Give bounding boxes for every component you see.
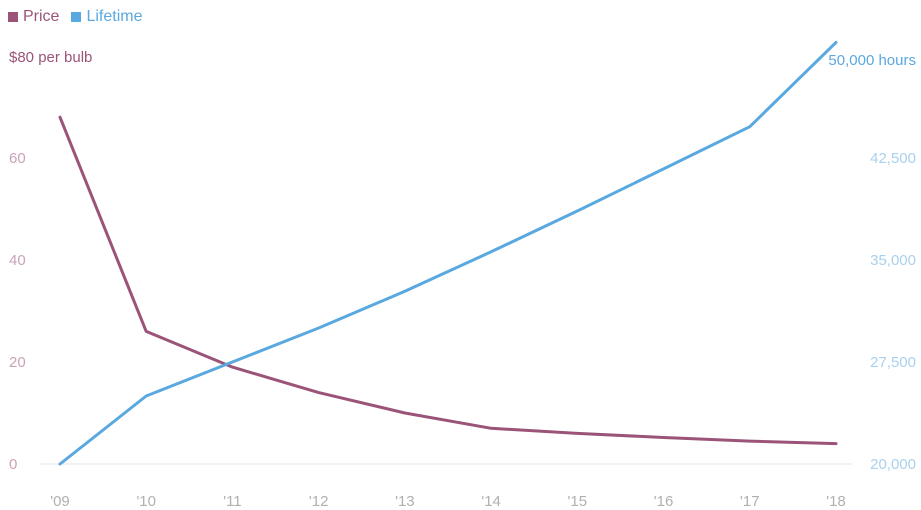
- x-axis-tick-label: '15: [568, 493, 588, 510]
- series-line-price: [58, 115, 838, 446]
- left-axis-title: $80 per bulb: [9, 49, 92, 66]
- right-axis-tick-label: 42,500: [870, 150, 916, 167]
- x-axis-tick-label: '13: [395, 493, 415, 510]
- legend-label-price: Price: [23, 8, 60, 25]
- legend-swatch-price: [8, 12, 18, 22]
- x-axis-tick-label: '18: [826, 493, 846, 510]
- legend-swatch-lifetime: [71, 12, 82, 22]
- left-axis-tick-label: 20: [9, 354, 26, 371]
- x-axis-tick-label: '14: [481, 493, 501, 510]
- legend-label-lifetime: Lifetime: [86, 8, 143, 25]
- left-axis-tick-label: 40: [9, 252, 26, 269]
- x-axis-tick-label: '10: [136, 493, 156, 510]
- right-axis-tick-label: 20,000: [870, 456, 916, 473]
- series-line-lifetime: [58, 40, 838, 466]
- x-axis-tick-label: '11: [223, 493, 241, 510]
- right-axis-tick-label: 35,000: [870, 252, 916, 269]
- right-axis-tick-label: 27,500: [870, 354, 916, 371]
- x-axis-tick-label: '12: [309, 493, 329, 510]
- legend-item-lifetime: Lifetime: [71, 8, 142, 26]
- left-axis-tick-label: 60: [9, 150, 26, 167]
- x-axis-tick-label: '16: [654, 493, 674, 510]
- chart-legend: Price Lifetime: [8, 8, 148, 26]
- right-axis-title: 50,000 hours: [828, 52, 916, 69]
- x-axis-tick-label: '17: [740, 493, 760, 510]
- legend-item-price: Price: [8, 8, 59, 26]
- left-axis-tick-label: 0: [9, 456, 17, 473]
- x-axis-tick-label: '09: [50, 493, 70, 510]
